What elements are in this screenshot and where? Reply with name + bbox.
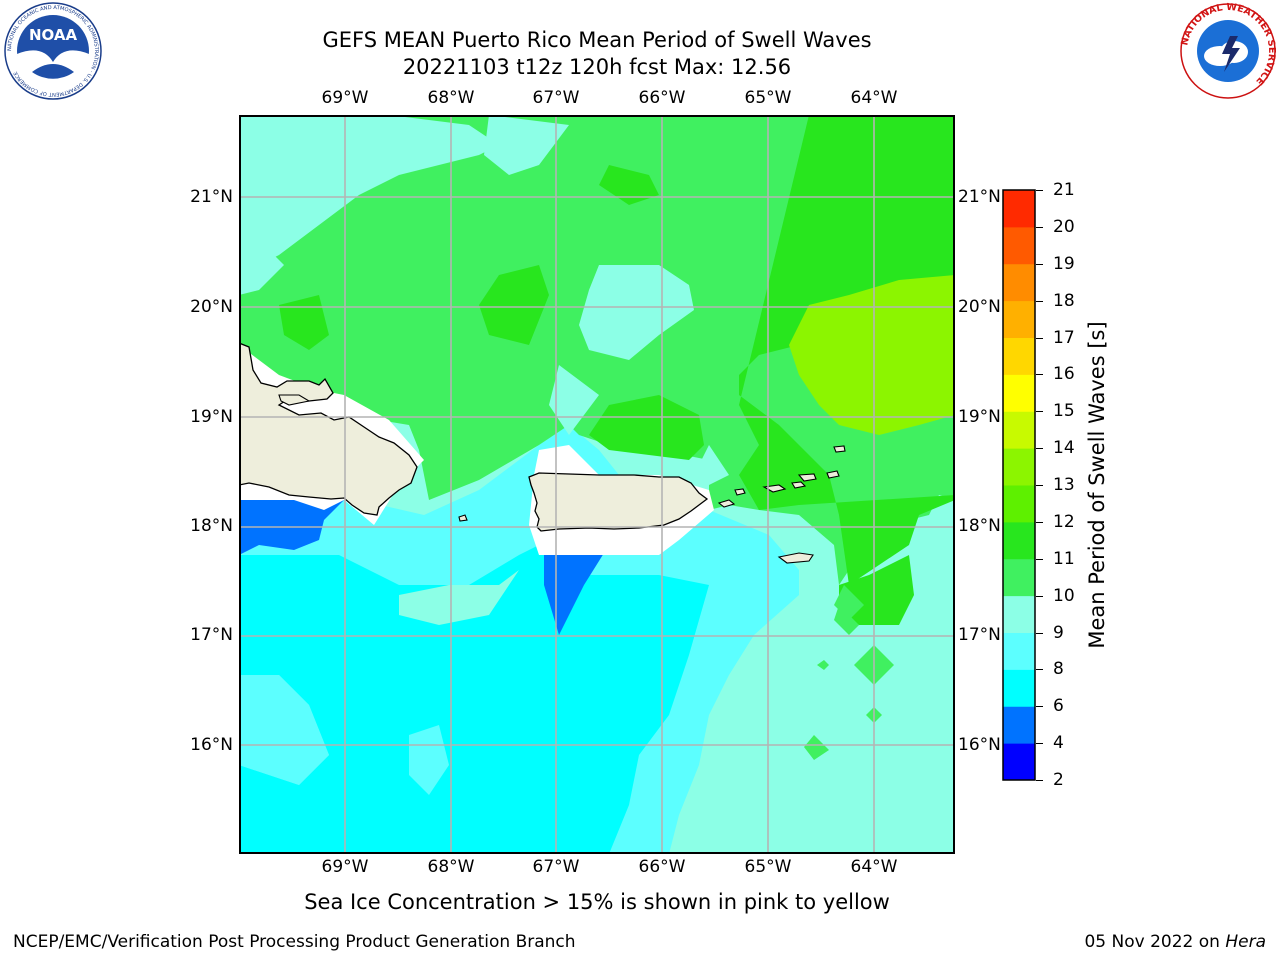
- lat-tick-left: 19°N: [190, 407, 233, 427]
- colorbar-bin: [1003, 669, 1035, 707]
- colorbar-tick-label: 2: [1053, 770, 1064, 790]
- colorbar-tick-label: 17: [1053, 327, 1075, 348]
- lat-tick-left: 18°N: [190, 516, 233, 536]
- nws-logo: NATIONAL WEATHER SERVICE: [1179, 2, 1277, 99]
- lat-tick-left: 20°N: [190, 297, 233, 317]
- colorbar-tick-mark: [1036, 448, 1043, 450]
- colorbar-bin: [1003, 263, 1035, 302]
- colorbar-tick-mark: [1036, 595, 1043, 597]
- lat-tick-right: 20°N: [958, 297, 1001, 317]
- map-plot: [239, 115, 955, 854]
- colorbar-tick-label: 8: [1053, 659, 1064, 680]
- lon-tick-bottom: 67°W: [532, 857, 580, 877]
- colorbar-tick-label: 20: [1053, 216, 1075, 237]
- colorbar-bin: [1003, 411, 1035, 449]
- lon-tick-top: 69°W: [321, 88, 369, 108]
- virgin-islands: [717, 445, 846, 564]
- colorbar-bin: [1003, 595, 1035, 633]
- colorbar-bin: [1003, 300, 1035, 338]
- footer-credit: NCEP/EMC/Verification Post Processing Pr…: [13, 932, 576, 952]
- colorbar-tick-label: 6: [1053, 696, 1064, 717]
- colorbar-bin: [1003, 226, 1035, 265]
- lon-tick-top: 68°W: [427, 88, 475, 108]
- colorbar-tick-mark: [1036, 226, 1043, 228]
- colorbar-tick-mark: [1036, 337, 1043, 339]
- colorbar-tick-label: 12: [1053, 511, 1075, 532]
- lon-tick-top: 64°W: [850, 88, 898, 108]
- lon-tick-bottom: 69°W: [321, 857, 369, 877]
- colorbar-tick-mark: [1036, 190, 1043, 191]
- colorbar-label: Mean Period of Swell Waves [s]: [1085, 321, 1109, 649]
- footer-date: 05 Nov 2022 on Hera: [1084, 932, 1266, 952]
- footer-host: Hera: [1225, 932, 1266, 952]
- lat-tick-left: 17°N: [190, 625, 233, 645]
- colorbar-tick-label: 16: [1053, 364, 1075, 385]
- colorbar-tick-mark: [1036, 743, 1043, 745]
- lat-tick-right: 18°N: [958, 516, 1001, 536]
- colorbar-tick-label: 10: [1053, 585, 1075, 606]
- lon-tick-bottom: 66°W: [638, 857, 686, 877]
- colorbar-bin: [1003, 374, 1035, 412]
- chart-title: GEFS MEAN Puerto Rico Mean Period of Swe…: [322, 28, 872, 52]
- colorbar-bin: [1003, 558, 1035, 597]
- colorbar-tick-mark: [1036, 411, 1043, 413]
- colorbar-tick-label: 13: [1053, 475, 1075, 495]
- colorbar-bin: [1003, 485, 1035, 523]
- colorbar-bin: [1003, 448, 1035, 486]
- colorbar-bin: [1003, 706, 1035, 744]
- colorbar: [1002, 189, 1036, 781]
- lat-tick-right: 16°N: [958, 735, 1001, 755]
- colorbar-bin: [1003, 632, 1035, 670]
- lat-tick-left: 16°N: [190, 735, 233, 755]
- colorbar-bin: [1003, 337, 1035, 375]
- colorbar-tick-label: 15: [1053, 401, 1075, 422]
- colorbar-tick-mark: [1036, 374, 1043, 376]
- lon-tick-top: 66°W: [638, 88, 686, 108]
- colorbar-tick-mark: [1036, 780, 1043, 781]
- lat-tick-right: 17°N: [958, 625, 1001, 645]
- lat-tick-right: 21°N: [958, 187, 1001, 207]
- colorbar-tick-label: 19: [1053, 253, 1075, 274]
- footer-date-text: 05 Nov 2022 on: [1084, 932, 1220, 952]
- colorbar-tick-label: 21: [1053, 180, 1075, 200]
- noaa-logo: NATIONAL OCEANIC AND ATMOSPHERIC ADMINIS…: [4, 2, 102, 100]
- field-11-12: [739, 115, 955, 585]
- sea-ice-note: Sea Ice Concentration > 15% is shown in …: [304, 890, 890, 914]
- colorbar-tick-mark: [1036, 558, 1043, 560]
- colorbar-tick-label: 14: [1053, 438, 1075, 459]
- lon-tick-top: 65°W: [744, 88, 792, 108]
- colorbar-tick-label: 18: [1053, 290, 1075, 311]
- chart-subtitle: 20221103 t12z 120h fcst Max: 12.56: [402, 55, 792, 79]
- colorbar-tick-mark: [1036, 669, 1043, 671]
- lon-tick-bottom: 64°W: [850, 857, 898, 877]
- landmass-hispaniola: [239, 342, 418, 516]
- colorbar-bin: [1003, 521, 1035, 560]
- colorbar-tick-label: 11: [1053, 548, 1075, 569]
- colorbar-border: [1002, 189, 1036, 781]
- colorbar-tick-mark: [1036, 632, 1043, 634]
- lon-tick-bottom: 68°W: [427, 857, 475, 877]
- colorbar-tick-mark: [1036, 521, 1043, 523]
- colorbar-tick-mark: [1036, 263, 1043, 265]
- lon-tick-bottom: 65°W: [744, 857, 792, 877]
- colorbar-tick-label: 4: [1053, 733, 1064, 754]
- lat-tick-left: 21°N: [190, 187, 233, 207]
- colorbar-bin: [1003, 190, 1035, 228]
- colorbar-tick-label: 9: [1053, 622, 1064, 643]
- colorbar-tick-mark: [1036, 706, 1043, 708]
- field-12-13: [789, 275, 955, 435]
- lon-tick-top: 67°W: [532, 88, 580, 108]
- field-6-8: [239, 545, 709, 854]
- lat-tick-right: 19°N: [958, 407, 1001, 427]
- colorbar-tick-mark: [1036, 300, 1043, 302]
- colorbar-bin: [1003, 743, 1035, 781]
- svg-text:NOAA: NOAA: [29, 26, 78, 44]
- graticule: [239, 115, 955, 854]
- colorbar-tick-mark: [1036, 485, 1043, 486]
